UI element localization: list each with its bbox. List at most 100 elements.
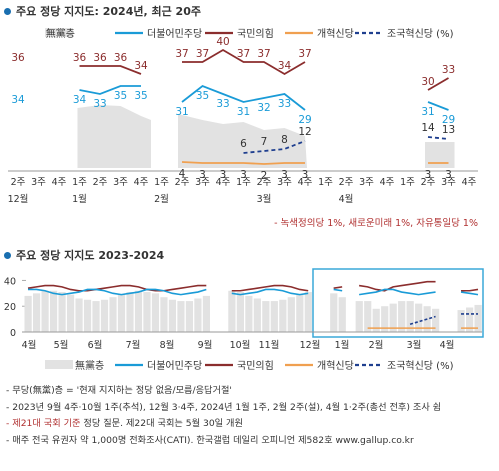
nonpartisan-bar [415,303,423,332]
month-label: 6월 [88,339,103,351]
nonpartisan-bar [270,301,278,332]
x-tick-label: 2주 [11,177,26,188]
ppp-value-label: 36 [114,52,128,64]
nonpartisan-bar [177,301,185,332]
x-tick-label: 4주 [134,177,149,188]
dp-value-label: 33 [216,98,229,110]
ppp-line-3 [427,77,449,91]
nonpartisan-bar [126,292,134,332]
x-tick-label: 3주 [441,177,456,188]
ppp-line-1 [231,284,309,292]
nonpartisan-bar [160,297,168,332]
nonpartisan-bar [32,293,41,332]
legend-label-dp: 더불어민주당 [147,360,202,372]
ppp-value-label: 34 [278,60,292,72]
rebuild-line-1 [427,136,449,140]
dp-value-label: 31 [175,106,188,118]
month-label: 3월 [257,193,272,205]
legend-swatch-none [45,28,73,37]
note-1: - 무당(無黨)층 = '현재 지지하는 정당 없음/모름/응답거절' [6,385,232,396]
month-label: 5월 [54,339,69,351]
x-tick-label: 2주 [339,177,354,188]
legend-label-none: 無黨층 [75,359,104,372]
x-tick-label: 2주 [257,177,272,188]
dp-value-label: 34 [73,94,87,106]
ppp-line-1 [79,65,142,75]
dp-value-label: 29 [442,114,455,126]
dp-value-label: 33 [278,98,291,110]
legend-label-ppp: 국민의힘 [237,360,274,372]
note-3-rest: 정당 질문. 제22대 국회는 5월 30일 개원 [80,418,243,429]
month-label: 4월 [440,339,455,351]
x-tick-label: 3주 [277,177,292,188]
nonpartisan-bar [474,304,482,332]
nonpartisan-bar [355,301,363,332]
nonpartisan-bar [381,306,389,332]
nonpartisan-bar [457,310,465,332]
nonpartisan-bar [41,290,49,332]
nonpartisan-bar [24,295,32,332]
nonpartisan-bar [279,299,287,332]
ppp-value-label: 36 [93,52,107,64]
dp-value-label: 35 [114,90,127,102]
ppp-value-label: 36 [73,52,87,64]
x-tick-label: 1주 [154,177,169,188]
x-tick-label: 2주 [175,177,190,188]
y-tick-label: 40 [4,276,16,287]
nonpartisan-bar [364,301,372,332]
reform-value-label: 3 [281,169,288,181]
rebuild-value-label: 14 [421,122,435,134]
ppp-line-2 [333,286,343,289]
reform-value-label: 4 [179,168,186,180]
reform-value-label: 3 [302,169,309,181]
bullet-dot-icon [4,251,11,259]
ppp-value-label: 34 [134,60,148,72]
nonpartisan-bar [466,307,474,332]
x-tick-label: 2주 [421,177,436,188]
month-label: 10월 [230,339,251,351]
dp-line-1 [231,288,309,296]
month-label: 1월 [72,193,87,205]
dp-line-4 [460,291,479,296]
minor-party-note: - 녹색정의당 1%, 새로운미래 1%, 자유통일당 1% [274,218,478,229]
chart1-title: 주요 정당 지지도: 2024년, 최근 20주 [4,3,201,19]
x-tick-label: 4주 [462,177,477,188]
month-label: 2월 [369,339,384,351]
nonpartisan-bar [432,308,440,332]
legend-label-none: 無黨층 [46,27,75,40]
x-tick-label: 4주 [216,177,231,188]
rebuild-value-label: 8 [281,134,288,146]
dp-line-2 [333,288,343,292]
bullet-dot-icon [4,7,11,15]
month-label: 9월 [198,339,213,351]
nonpartisan-bar [49,290,58,332]
month-label: 4월 [22,339,37,351]
month-label: 4월 [339,193,354,205]
nonpartisan-bar [296,294,304,332]
nonpartisan-bar [100,299,109,332]
nonpartisan-bar [109,297,117,332]
nonpartisan-bar [117,294,126,332]
legend-label-reform: 개혁신당 [317,360,354,372]
x-tick-label: 4주 [380,177,395,188]
dp-value-label: 31 [421,106,434,118]
nonpartisan-bar [202,295,211,332]
dp-value-label: 35 [196,90,209,102]
x-tick-label: 1주 [236,177,251,188]
ppp-value-label: 33 [442,64,455,76]
month-label: 12월 [8,193,29,205]
legend-swatch-none [45,360,73,369]
nonpartisan-bar [168,299,177,332]
ppp-line-3 [359,280,436,292]
ppp-value-label: 37 [175,48,188,60]
ppp-value-label: 40 [216,36,229,48]
reform-value-label: 3 [240,169,247,181]
nonpartisan-bar [253,298,261,332]
nonpartisan-bar [75,298,83,332]
nonpartisan-bar [58,292,66,332]
note-2: - 2023년 9월 4주·10월 1주(추석), 12월 3·4주, 2024… [6,401,442,413]
ppp-value-label: 30 [421,76,434,88]
month-label: 7월 [126,339,141,351]
x-tick-label: 1주 [318,177,333,188]
